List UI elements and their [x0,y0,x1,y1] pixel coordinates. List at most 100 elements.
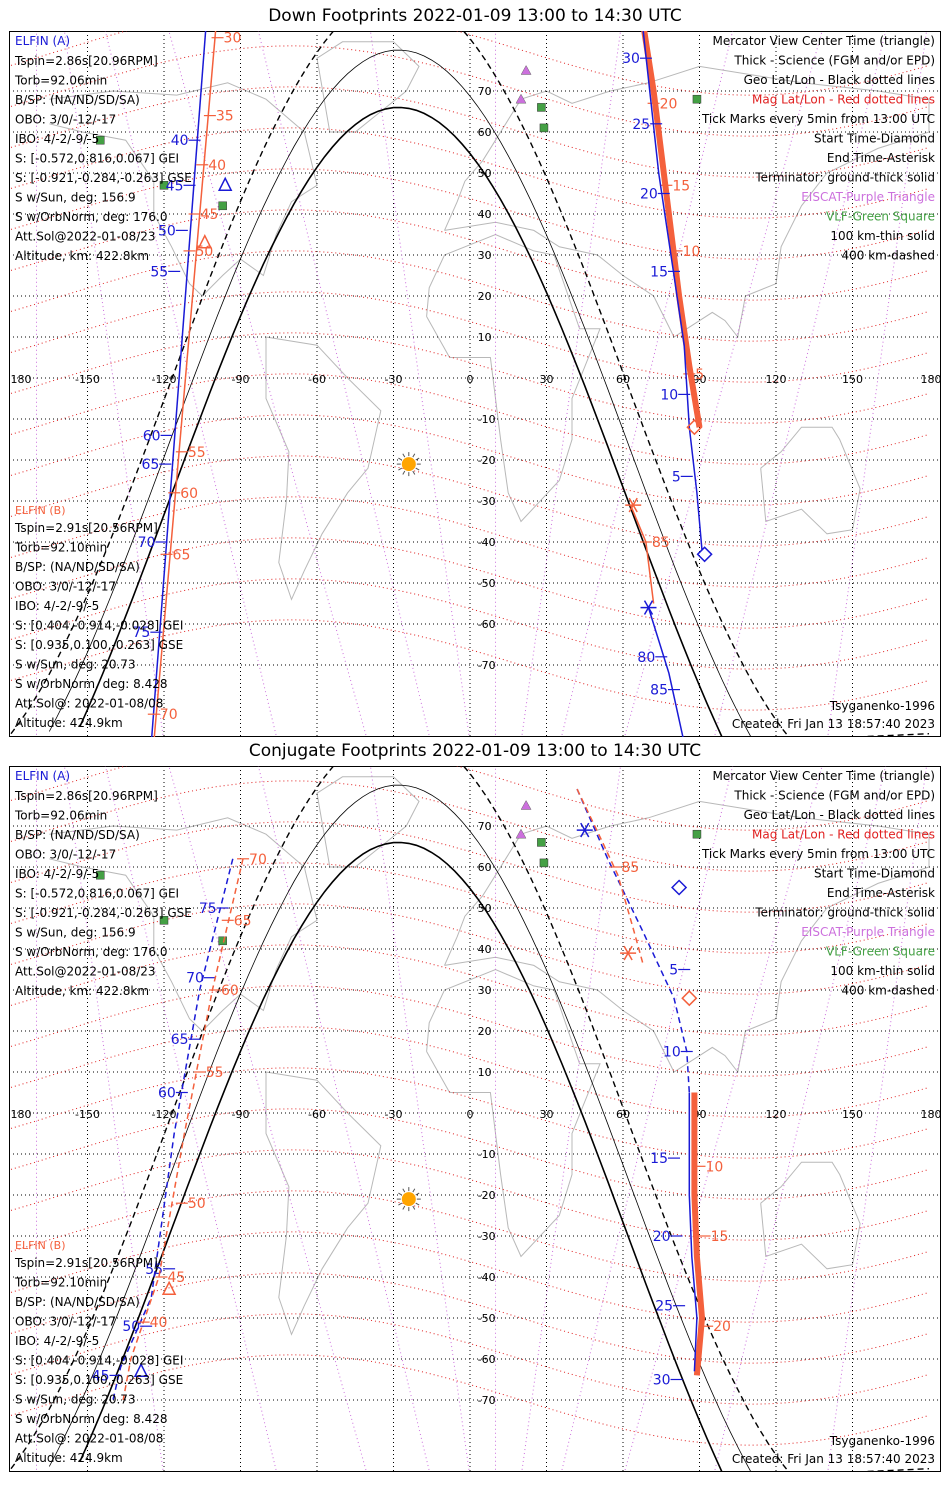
legend-item: 100 km-thin solid [830,229,935,243]
start-time-diamond [681,990,698,1007]
lat-tick-label: 30 [478,984,492,997]
coastline [265,1071,382,1336]
elfin-b-info: S w/Sun, deg: 20.73 [15,1393,136,1407]
sun-ray [402,1188,406,1193]
track-tick-label: 60 [180,486,198,502]
lat-tick-label: 50 [478,167,492,180]
track-tick-label: 20 [660,96,678,112]
elfin-a-info: OBO: 3/0/-12/-17 [15,113,116,127]
mag-meridian [623,766,823,1472]
track-tick-label: 20 [653,1229,671,1245]
elfin-b-info: S: [0.935,0.100,-0.263] GSE [15,1373,183,1387]
lon-tick-label: 150 [842,1108,863,1121]
elfin-b-title: ELFIN (B) [15,1239,66,1252]
elfin-b-info: S: [0.404,-0.914,-0.028] GEI [15,1354,183,1368]
track-tick-label: 10 [660,387,678,403]
track-tick-label: 80 [637,650,655,666]
mag-meridian [827,31,928,737]
sun-icon [401,457,416,472]
track-tick-label: 25 [655,1299,673,1315]
coastline [760,1161,861,1270]
lat-tick-label: -10 [478,413,496,426]
sun-ray [412,470,416,475]
lat-tick-label: -70 [478,1394,496,1407]
map-frame [9,766,941,1472]
lon-tick-label: 0 [467,1108,474,1121]
elfin-a-info: Att.Sol@2022-01-08/23 [15,965,156,979]
footprint-track-blue [576,788,691,1093]
mag-meridian [623,31,823,737]
lon-tick-label: 60 [616,373,630,386]
track-tick-label: 85 [650,683,668,699]
track-tick-label: 55 [150,264,168,280]
legend-item: End Time-Asterisk [827,151,935,165]
elfin-a-info: IBO: 4/-2/-9/-5 [15,867,99,881]
lon-tick-label: 0 [467,373,474,386]
track-tick-label: 5 [695,367,704,383]
coastline [49,82,318,297]
elfin-b-info: Torb=92.10min [14,541,107,555]
vlf-square [96,135,105,145]
lat-tick-label: 60 [478,126,492,139]
sun-ray [415,467,420,471]
elfin-a-info: Tspin=2.86s[20.96RPM] [14,789,158,803]
terminator-100km [48,49,752,737]
elfin-a-info: Torb=92.06min [14,74,107,88]
model-label: Tsyganenko-1996 [829,1434,935,1448]
track-tick-label: 75 [199,901,217,917]
track-tick-label: 70 [160,707,178,723]
lon-tick-label: -120 [152,373,177,386]
track-tick-label: 60 [221,983,239,999]
sun-icon [401,1192,416,1207]
eiscat-triangle [520,64,532,75]
track-tick-label: 10 [706,1159,724,1175]
track-tick-label: 10 [683,244,701,260]
sun-ray [398,457,403,461]
mag-meridian [63,766,164,1472]
center-time-triangle [133,1362,149,1378]
elfin-b-info: S w/OrbNorm, deg: 8.428 [15,1412,167,1426]
track-tick-label: 75 [133,625,151,641]
track-tick-label: 85 [652,535,670,551]
track-tick-label: 15 [711,1229,729,1245]
elfin-b-info: S: [0.935,0.100,-0.263] GSE [15,638,183,652]
lat-tick-label: 60 [478,861,492,874]
lat-tick-label: 40 [478,943,492,956]
coastline [426,968,601,1258]
elfin-b-info: Torb=92.10min [14,1276,107,1290]
lat-tick-label: -10 [478,1148,496,1161]
mag-meridian [168,31,368,737]
lon-tick-label: -60 [308,1108,326,1121]
track-tick-label: 45 [167,1270,185,1286]
mag-meridian [369,766,470,1472]
mag-meridian [827,766,928,1472]
footprint-track-blue [112,858,234,1401]
lat-tick-label: -60 [478,618,496,631]
elfin-b-info: Altitude: 424.9km [15,1451,123,1465]
legend-item: Terminator: ground-thick solid [754,906,935,920]
track-tick-label: 65 [141,457,159,473]
sun-ray [412,1205,416,1210]
end-time-asterisk [623,945,633,961]
start-time-diamond [671,879,688,896]
track-tick-label: 35 [216,109,234,125]
coastline [444,65,930,339]
track-tick-label: 20 [640,187,658,203]
sun-ray [402,470,406,475]
eiscat-triangle [520,799,532,810]
track-tick-label: 15 [672,178,690,194]
sun-ray [398,1202,403,1206]
lat-tick-label: -70 [478,659,496,672]
legend-item: Start Time-Diamond [814,132,935,146]
sun-ray [402,453,406,458]
legend-item: VLF-Green Square [826,945,935,959]
track-tick-label: 70 [186,971,204,987]
lat-tick-label: 10 [478,331,492,344]
track-tick-label: 45 [92,1368,110,1384]
coastline [760,426,861,535]
footprint-track-orange [576,788,645,966]
track-tick-label: 5 [672,469,681,485]
elfin-b-info: B/SP: (NA/ND/SD/SA) [15,560,140,574]
lon-tick-label: -90 [232,1108,250,1121]
lat-tick-label: 70 [478,820,492,833]
